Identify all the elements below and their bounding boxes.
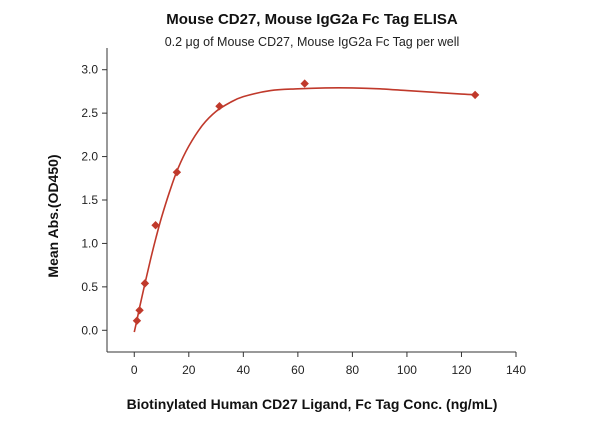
fit-curve	[133, 87, 478, 333]
y-tick-label: 2.0	[81, 150, 98, 164]
y-tick-label: 1.5	[81, 193, 98, 207]
x-tick-label: 80	[346, 363, 360, 377]
y-tick-label: 1.0	[81, 236, 98, 250]
data-point	[215, 101, 224, 111]
chart-subtitle: 0.2 μg of Mouse CD27, Mouse IgG2a Fc Tag…	[165, 35, 460, 49]
data-point	[151, 220, 160, 230]
x-tick-label: 100	[397, 363, 417, 377]
y-axis-label: Mean Abs.(OD450)	[45, 154, 61, 277]
x-axis-label: Biotinylated Human CD27 Ligand, Fc Tag C…	[127, 396, 498, 412]
x-ticks: 0 20 40 60 80 100 120 140	[131, 352, 526, 377]
x-tick-label: 0	[131, 363, 138, 377]
y-tick-label: 2.5	[81, 106, 98, 120]
x-tick-label: 60	[291, 363, 305, 377]
data-point	[300, 79, 309, 88]
data-points	[132, 79, 480, 325]
x-tick-label: 140	[506, 363, 526, 377]
x-tick-label: 20	[182, 363, 196, 377]
x-tick-label: 120	[451, 363, 471, 377]
data-point	[135, 306, 144, 315]
y-tick-label: 3.0	[81, 63, 98, 77]
data-point	[140, 279, 150, 288]
data-point	[172, 168, 182, 177]
y-tick-label: 0.0	[81, 323, 98, 337]
y-ticks: 0.0 0.5 1.0 1.5 2.0 2.5 3.0	[81, 63, 107, 337]
chart-title: Mouse CD27, Mouse IgG2a Fc Tag ELISA	[166, 11, 458, 28]
x-tick-label: 40	[237, 363, 251, 377]
y-tick-label: 0.5	[81, 280, 98, 294]
data-point	[132, 316, 142, 325]
data-point	[470, 90, 480, 100]
